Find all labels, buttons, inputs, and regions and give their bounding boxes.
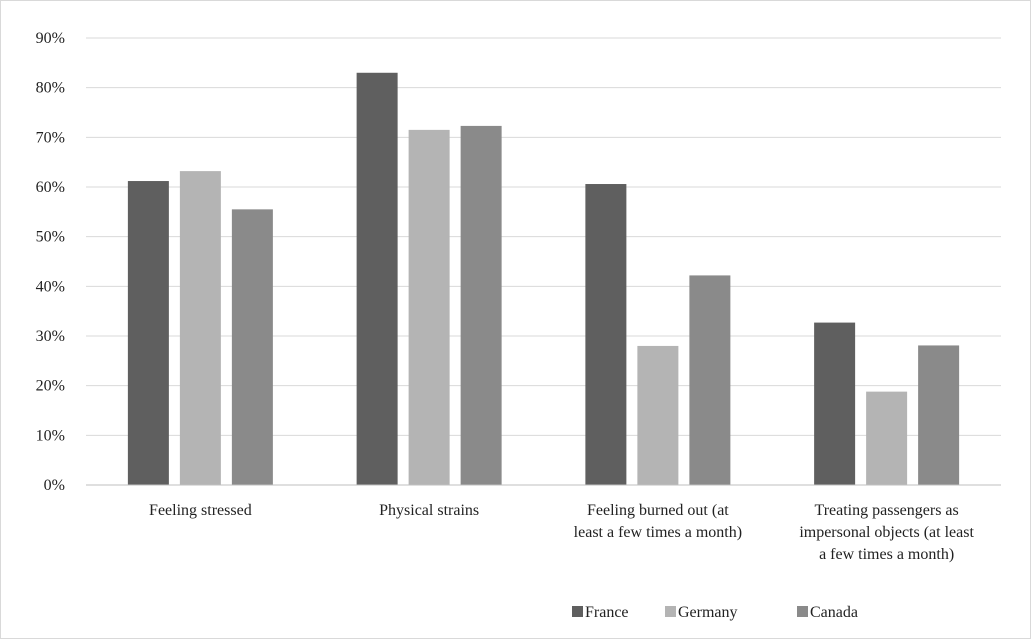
legend-label-france: France — [585, 604, 629, 621]
bar-france — [356, 72, 398, 486]
y-tick-label: 80% — [36, 80, 65, 97]
legend-label-canada: Canada — [810, 604, 858, 621]
bar-germany — [637, 345, 679, 485]
bar-france — [127, 181, 169, 486]
legend-swatch-germany — [665, 606, 676, 617]
bar-canada — [689, 275, 731, 485]
x-category-label: a few times a month) — [819, 546, 954, 563]
bar-germany — [179, 171, 221, 485]
y-tick-label: 10% — [36, 427, 65, 444]
bar-canada — [460, 125, 502, 485]
y-tick-label: 20% — [36, 378, 65, 395]
legend-swatch-france — [572, 606, 583, 617]
bar-germany — [866, 391, 908, 485]
legend-swatch-canada — [797, 606, 808, 617]
legend-label-germany: Germany — [678, 604, 738, 621]
x-category-label: Treating passengers as — [814, 502, 958, 519]
y-tick-label: 60% — [36, 179, 65, 196]
bar-france — [814, 322, 856, 485]
bar-canada — [231, 209, 273, 485]
bar-canada — [918, 345, 960, 485]
y-tick-label: 70% — [36, 129, 65, 146]
x-category-label: Feeling burned out (at — [587, 502, 729, 519]
x-category-label: impersonal objects (at least — [799, 524, 974, 541]
y-tick-label: 40% — [36, 278, 65, 295]
x-category-label: Physical strains — [379, 502, 479, 519]
y-tick-label: 30% — [36, 328, 65, 345]
y-tick-label: 90% — [36, 30, 65, 47]
bar-france — [585, 184, 627, 485]
x-category-label: least a few times a month) — [574, 524, 742, 541]
y-tick-label: 50% — [36, 229, 65, 246]
bar-germany — [408, 129, 450, 485]
x-category-label: Feeling stressed — [149, 502, 252, 519]
y-tick-label: 0% — [44, 477, 65, 494]
